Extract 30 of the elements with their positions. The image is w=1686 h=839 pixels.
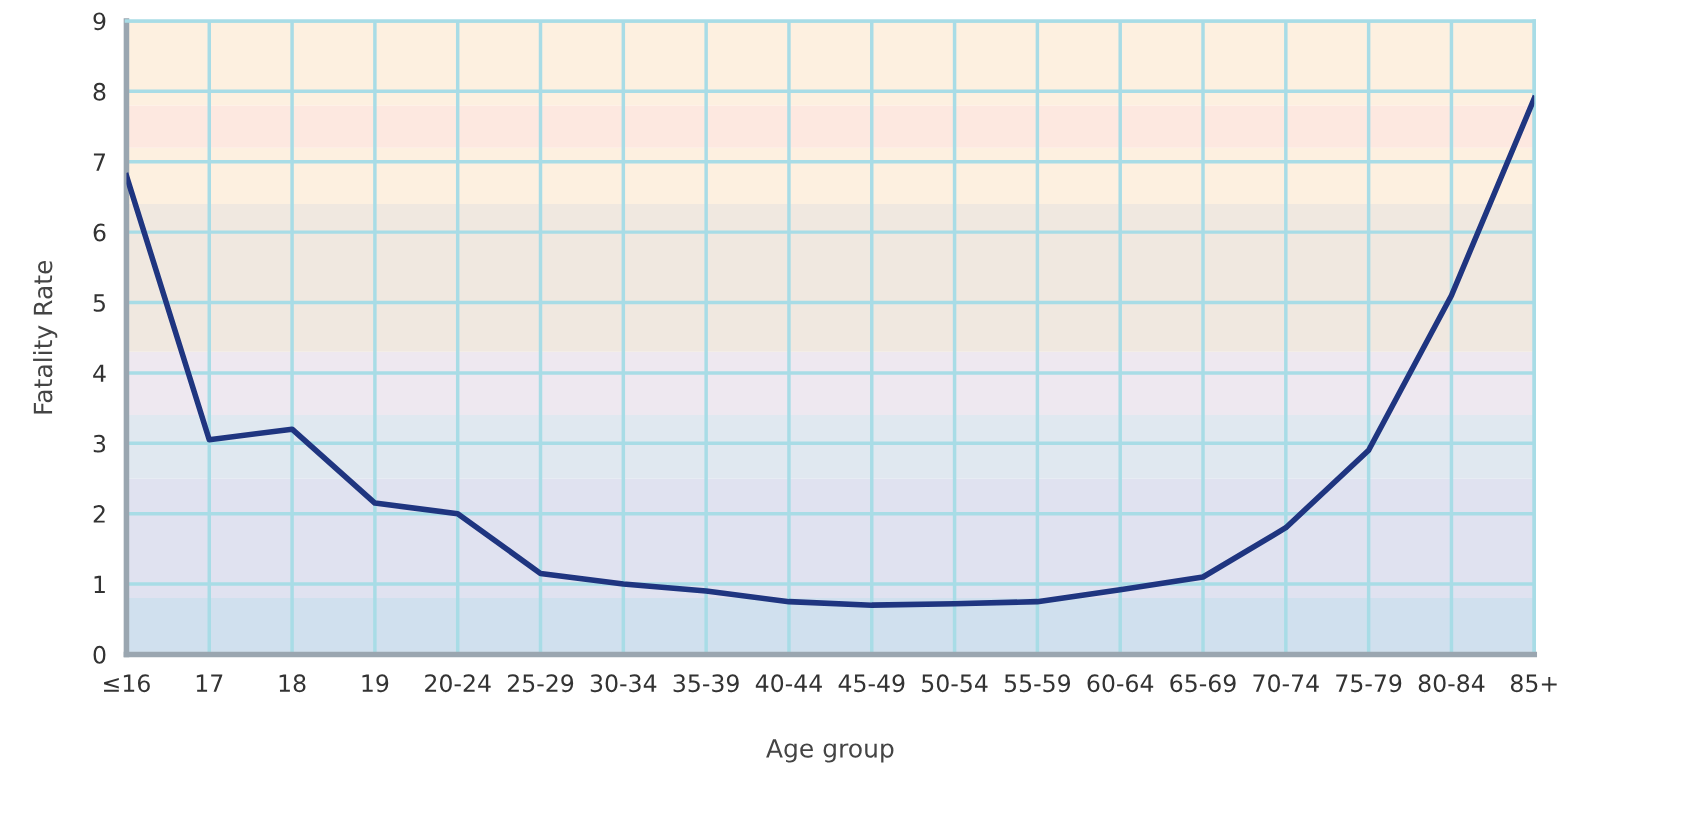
x-tick-label: 75-79 <box>1336 674 1402 693</box>
y-tick-label: 5 <box>93 294 105 312</box>
x-tick-label: ≤16 <box>104 674 150 693</box>
y-tick-label: 8 <box>93 82 106 101</box>
x-tick-label: 50-54 <box>922 674 988 693</box>
y-tick-label: 2 <box>93 505 105 523</box>
y-tick-label: 3 <box>93 434 106 453</box>
x-tick-label: 40-44 <box>755 674 822 693</box>
x-tick-label: 19 <box>362 674 389 693</box>
y-axis-title: Fatality Rate <box>33 260 58 414</box>
x-tick-label: 20-24 <box>425 674 491 693</box>
x-tick-label: 30-34 <box>590 674 657 693</box>
y-tick-label: 0 <box>93 645 106 664</box>
y-tick-label: 9 <box>93 12 106 31</box>
x-tick-label: 85+ <box>1510 674 1557 693</box>
x-tick-label: 60-64 <box>1087 674 1154 693</box>
x-tick-label: 35-39 <box>673 674 739 693</box>
x-tick-label: 70-74 <box>1253 674 1319 693</box>
y-tick-label: 1 <box>94 575 105 594</box>
y-tick-label: 7 <box>93 153 105 171</box>
x-axis-title: Age group <box>766 739 894 763</box>
x-tick-label: 18 <box>279 674 306 693</box>
y-tick-label: 4 <box>93 364 106 382</box>
x-tick-label: 45-49 <box>838 674 905 693</box>
x-tick-label: 65-69 <box>1170 674 1236 693</box>
x-tick-label: 80-84 <box>1418 674 1485 693</box>
x-tick-label: 55-59 <box>1004 674 1071 693</box>
y-tick-label: 6 <box>93 223 106 242</box>
x-tick-label: 25-29 <box>507 674 574 693</box>
x-tick-label: 17 <box>196 674 223 692</box>
